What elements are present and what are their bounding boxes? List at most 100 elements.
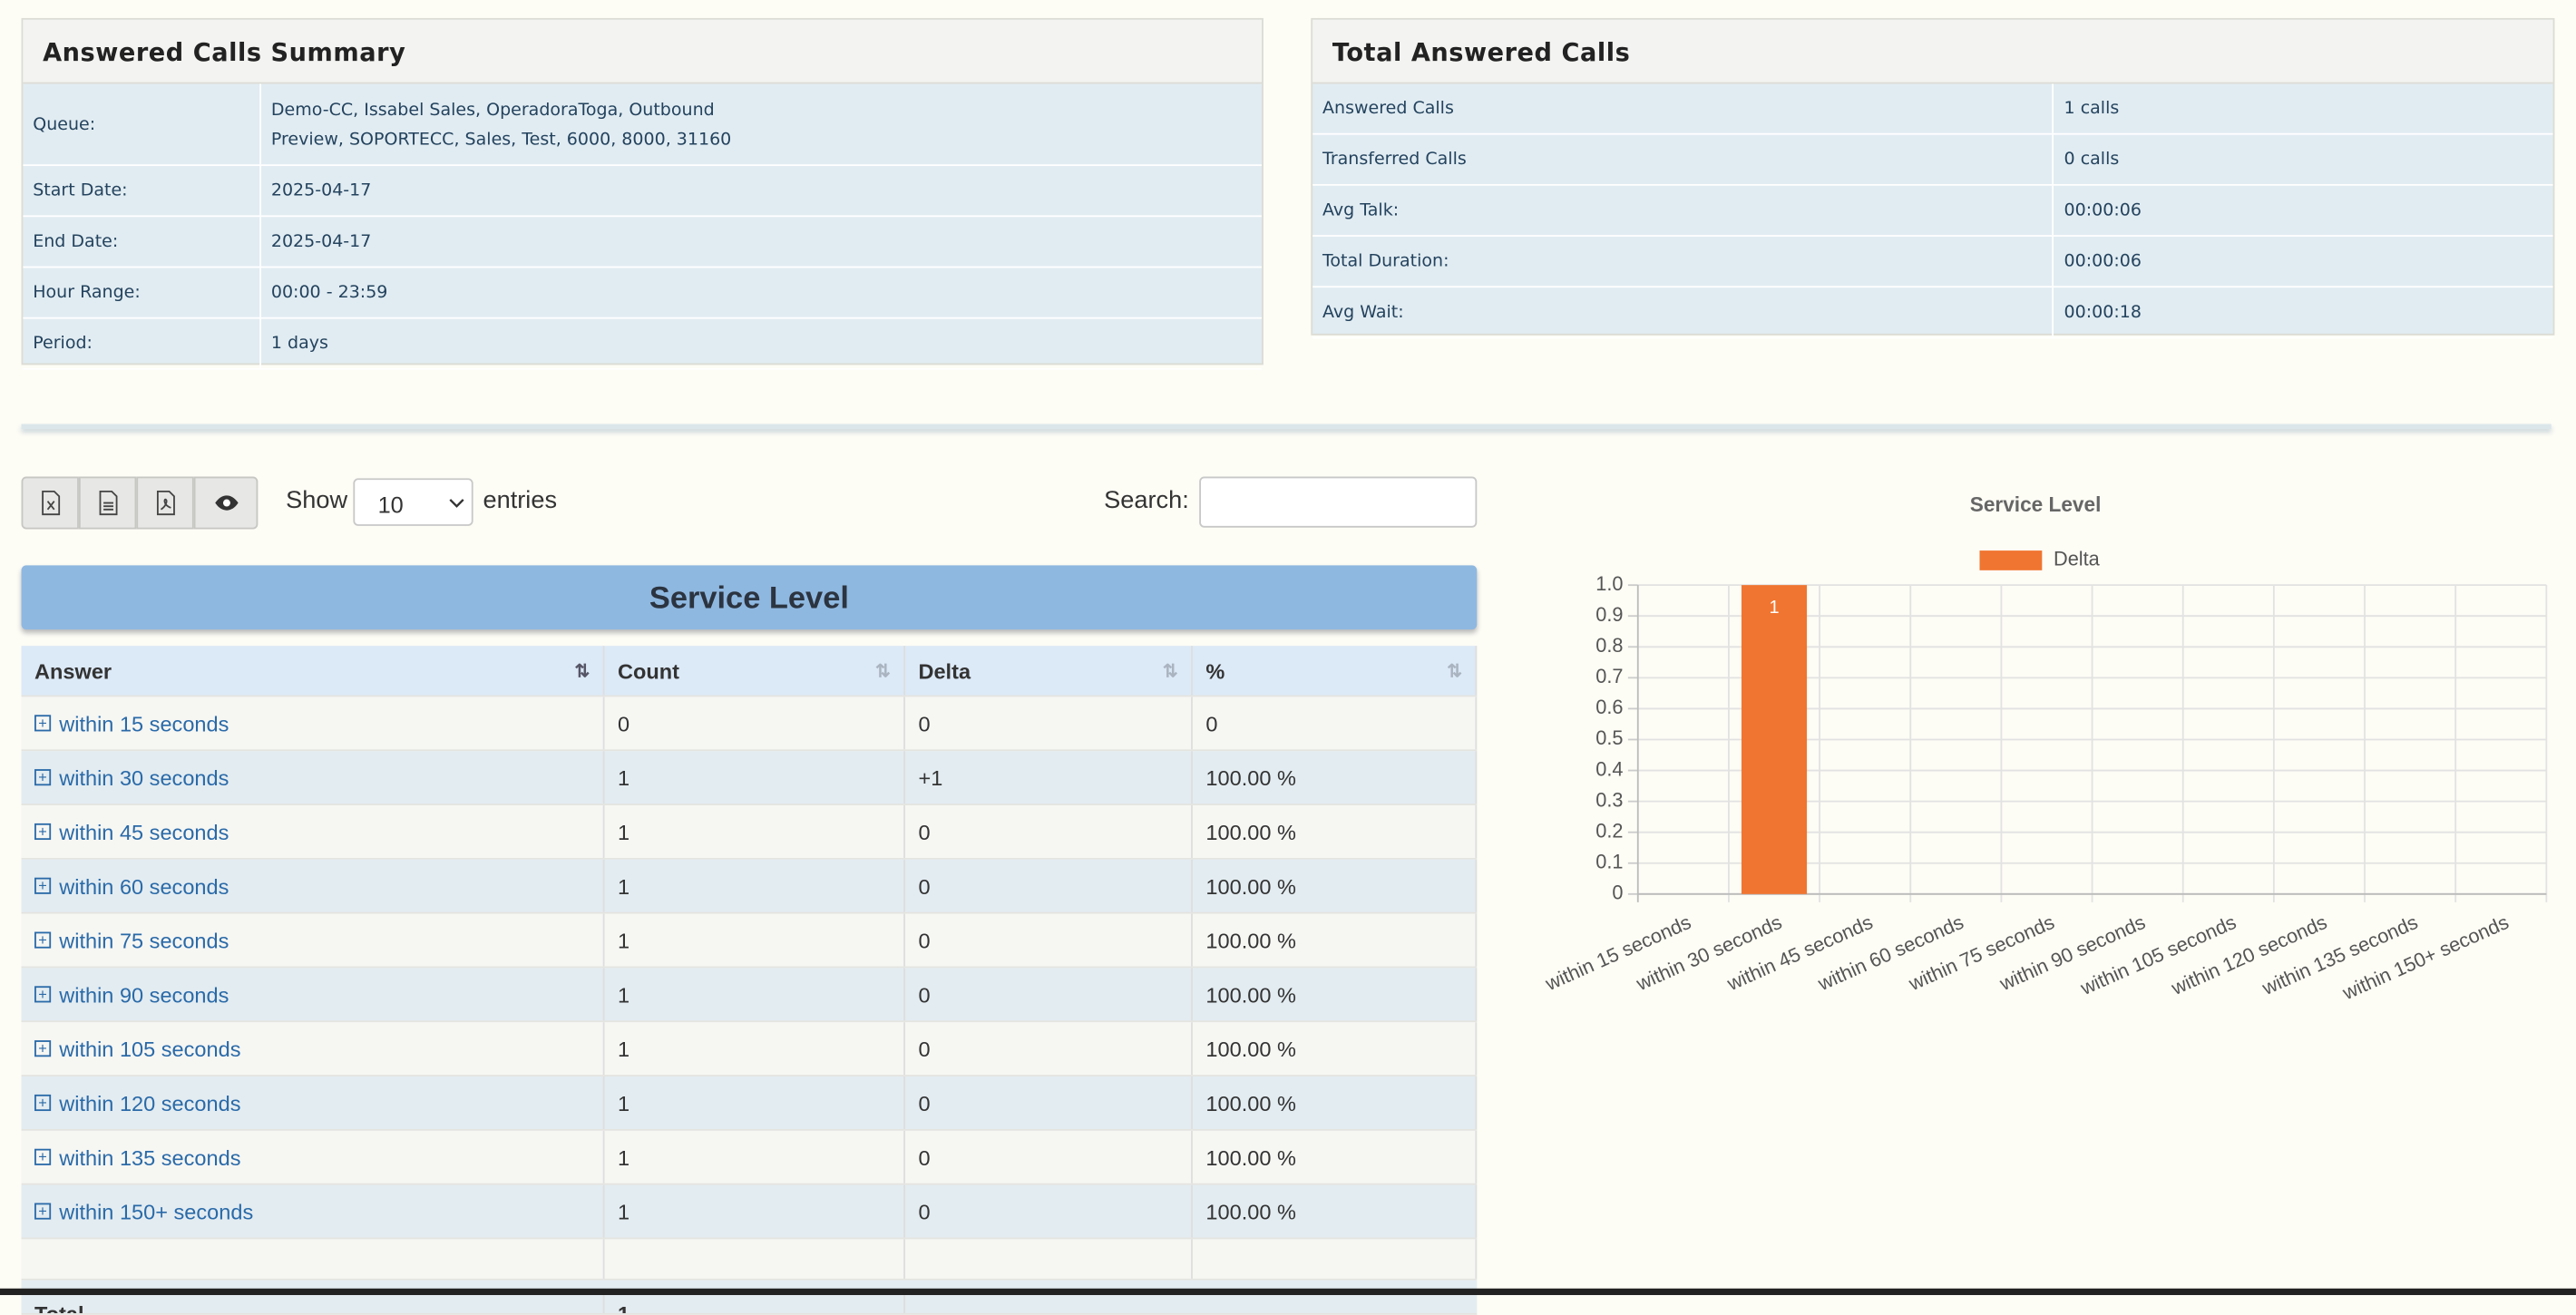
cell-text: 1: [618, 981, 630, 1007]
export-pdf-button[interactable]: [136, 476, 194, 530]
expand-icon[interactable]: +: [34, 823, 52, 841]
table-cell: + within 15 seconds: [22, 696, 605, 750]
x-tick-label: within 120 seconds: [2167, 911, 2330, 1000]
info-row: Hour Range: 00:00 - 23:59: [23, 268, 1263, 319]
answer-link[interactable]: within 15 seconds: [59, 710, 229, 735]
table-cell: 100.00 %: [1193, 1184, 1478, 1238]
answer-link[interactable]: within 90 seconds: [59, 981, 229, 1007]
table-cell: 100.00 %: [1193, 1130, 1478, 1184]
cell-text: 0: [918, 873, 931, 899]
export-excel-button[interactable]: [21, 476, 79, 530]
cell-text: 100.00 %: [1205, 1036, 1296, 1061]
answer-link[interactable]: within 135 seconds: [59, 1145, 241, 1170]
answer-link[interactable]: within 45 seconds: [59, 819, 229, 844]
header-text: Answer: [34, 658, 112, 683]
table-row: + within 75 seconds 1 0 100.00 %: [21, 913, 1478, 969]
expand-icon[interactable]: +: [34, 1040, 52, 1057]
info-value: 1 days: [270, 333, 328, 354]
info-label: Avg Talk:: [1312, 185, 2054, 236]
table-cell: [905, 1239, 1193, 1279]
expand-icon[interactable]: +: [34, 1094, 52, 1112]
answer-link[interactable]: within 30 seconds: [59, 765, 229, 790]
service-level-table: Service Level Answer ⇅ Count ⇅ Delta ⇅% ⇅ + with…: [21, 565, 1478, 1315]
expand-icon[interactable]: +: [34, 715, 52, 732]
sort-icon: ⇅: [1162, 661, 1178, 682]
panel-title: Answered Calls Summary: [23, 19, 1263, 84]
table-cell: 100.00 %: [1193, 1022, 1478, 1076]
answer-link[interactable]: within 60 seconds: [59, 873, 229, 899]
cell-text: 0: [918, 1198, 931, 1224]
y-tick-label: 0.5: [1595, 726, 1623, 749]
column-header[interactable]: % ⇅: [1193, 646, 1478, 696]
cell-text: 100.00 %: [1205, 1198, 1296, 1224]
table-cell: + within 45 seconds: [22, 804, 605, 858]
table-cell: 0: [1193, 696, 1478, 750]
info-row: Avg Talk: 00:00:06: [1312, 185, 2553, 237]
cell-text: 0: [918, 1036, 931, 1061]
totals-panel: Total Answered Calls Answered Calls 1 cal…: [1311, 17, 2555, 339]
entries-select[interactable]: 10: [353, 478, 473, 526]
header-text: Delta: [918, 658, 971, 683]
column-header[interactable]: Count ⇅: [605, 646, 905, 696]
export-csv-button[interactable]: [78, 476, 137, 530]
answer-link[interactable]: within 150+ seconds: [59, 1198, 254, 1224]
summary-panel: Answered Calls Summary Queue: Demo-CC, Is…: [21, 17, 1264, 370]
y-tick-label: 0.4: [1595, 757, 1623, 780]
info-row: Total Duration: 00:00:06: [1312, 236, 2553, 288]
table-cell: + within 90 seconds: [22, 968, 605, 1021]
chart-title: Service Level: [1970, 493, 2102, 516]
table-cell: [605, 1239, 905, 1279]
expand-icon[interactable]: +: [34, 931, 52, 949]
cell-text: 0: [1205, 710, 1218, 735]
table-cell: 0: [605, 696, 905, 750]
info-row: End Date: 2025-04-17: [23, 217, 1263, 268]
search-input[interactable]: [1199, 476, 1478, 528]
info-value: 00:00:06: [2064, 200, 2142, 220]
answer-link[interactable]: within 75 seconds: [59, 927, 229, 953]
cell-text: 1: [618, 1145, 630, 1170]
answer-link[interactable]: within 105 seconds: [59, 1036, 241, 1061]
y-tick-label: 0.3: [1595, 788, 1623, 811]
chevron: [449, 499, 464, 508]
cell-text: 100.00 %: [1205, 981, 1296, 1007]
cell-text: 100.00 %: [1205, 765, 1296, 790]
x-tick-label: within 105 seconds: [2076, 911, 2239, 1000]
info-label: Transferred Calls: [1312, 134, 2054, 184]
cell-text: 1: [618, 765, 630, 790]
info-label: End Date:: [23, 217, 261, 267]
table-cell: [22, 1239, 605, 1279]
icon: [41, 490, 60, 516]
info-row: Period: 1 days: [23, 318, 1263, 370]
expand-icon[interactable]: +: [34, 1148, 52, 1165]
expand-icon[interactable]: +: [34, 877, 52, 894]
info-label: Hour Range:: [23, 268, 261, 317]
table-row: + within 90 seconds 1 0 100.00 %: [21, 968, 1478, 1023]
expand-icon[interactable]: +: [34, 986, 52, 1003]
table-cell: 1: [605, 1022, 905, 1076]
expand-icon[interactable]: +: [34, 769, 52, 786]
table-cell: + within 30 seconds: [22, 751, 605, 804]
table-cell: 0: [905, 913, 1193, 967]
table-cell: 1: [605, 913, 905, 967]
table-cell: 1: [605, 804, 905, 858]
search-label: Search:: [1104, 486, 1189, 515]
sort-icon: ⇅: [1447, 661, 1462, 682]
y-tick-label: 0.8: [1595, 634, 1623, 657]
column-header[interactable]: Answer ⇅: [22, 646, 605, 696]
column-header[interactable]: Delta ⇅: [905, 646, 1193, 696]
table-cell: 0: [905, 968, 1193, 1021]
cell-text: 0: [918, 981, 931, 1007]
legend-swatch: [1979, 550, 2043, 570]
footer-text: Total: [34, 1301, 84, 1315]
cell-text: 1: [618, 873, 630, 899]
view-button[interactable]: [193, 476, 259, 530]
expand-icon[interactable]: +: [34, 1203, 52, 1220]
table-cell: 0: [905, 1076, 1193, 1129]
info-value: 1 calls: [2064, 98, 2120, 119]
table-row: + within 45 seconds 1 0 100.00 %: [21, 804, 1478, 860]
answer-link[interactable]: within 120 seconds: [59, 1090, 241, 1115]
table-cell: + within 120 seconds: [22, 1076, 605, 1129]
table-row: + within 60 seconds 1 0 100.00 %: [21, 859, 1478, 914]
footer-text: 1: [618, 1301, 630, 1315]
header-row: Answer ⇅ Count ⇅ Delta ⇅% ⇅: [21, 646, 1478, 697]
